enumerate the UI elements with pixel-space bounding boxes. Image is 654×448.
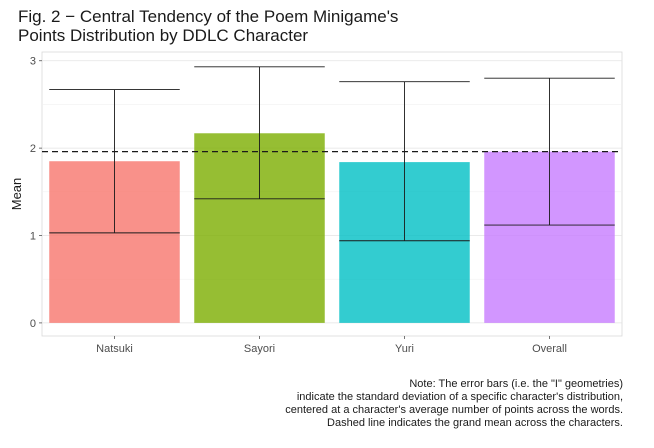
error-bar-yuri — [339, 81, 470, 242]
caption-line-2: indicate the standard deviation of a spe… — [297, 391, 623, 403]
title-line-2: Points Distribution by DDLC Character — [18, 26, 308, 45]
y-tick-label: 0 — [30, 318, 36, 330]
error-bars — [49, 66, 615, 242]
x-tick-label-sayori: Sayori — [244, 343, 275, 355]
x-tick-label-overall: Overall — [532, 343, 567, 355]
y-tick-label: 2 — [30, 143, 36, 155]
chart-title: Fig. 2 − Central Tendency of the Poem Mi… — [18, 7, 398, 45]
title-line-1: Fig. 2 − Central Tendency of the Poem Mi… — [18, 7, 398, 26]
x-tick-label-natsuki: Natsuki — [96, 343, 133, 355]
caption: Note: The error bars (i.e. the "I" geome… — [285, 378, 623, 429]
y-tick-label: 3 — [30, 56, 36, 68]
y-axis-label: Mean — [9, 178, 24, 211]
y-axis-ticks: 0 1 2 3 — [30, 56, 42, 330]
x-tick-label-yuri: Yuri — [395, 343, 414, 355]
error-bar-natsuki — [49, 89, 180, 234]
caption-line-1: Note: The error bars (i.e. the "I" geome… — [409, 378, 623, 390]
error-bar-overall — [484, 77, 615, 226]
y-tick-label: 1 — [30, 231, 36, 243]
caption-line-3: centered at a character's average number… — [285, 404, 623, 416]
x-axis-ticks: Natsuki Sayori Yuri Overall — [96, 336, 567, 355]
caption-line-4: Dashed line indicates the grand mean acr… — [327, 417, 623, 429]
error-bar-sayori — [194, 66, 325, 200]
